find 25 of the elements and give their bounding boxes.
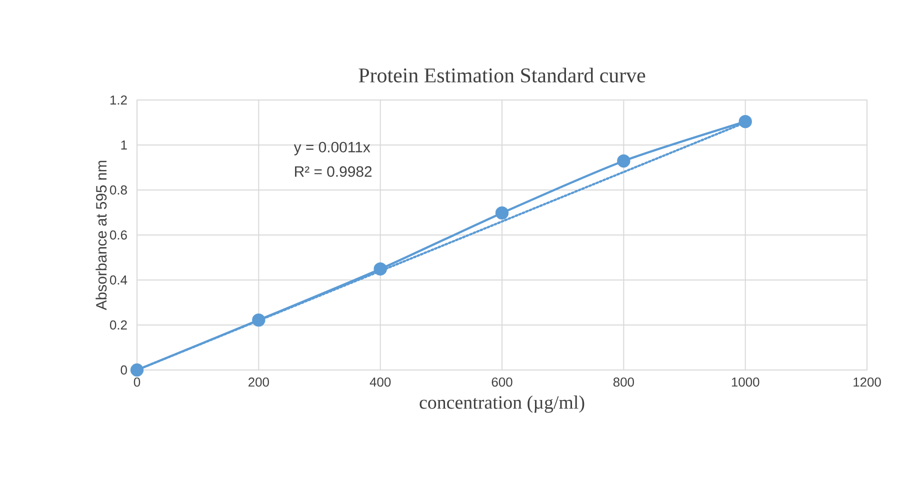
y-tick-label: 0.4 xyxy=(110,275,128,285)
x-tick-label: 1200 xyxy=(854,378,881,387)
point xyxy=(738,115,752,128)
y-axis-title: Absorbance at 595 nm xyxy=(96,160,107,310)
y-tick-label: 0.6 xyxy=(110,230,127,240)
point xyxy=(374,262,387,276)
y-tick-label: 0.8 xyxy=(110,185,127,195)
annotation: y = 0.0011x xyxy=(294,142,370,156)
x-tick-label: 800 xyxy=(613,378,634,387)
annotation: R² = 0.9982 xyxy=(295,166,372,177)
x-tick-label: 0 xyxy=(134,378,140,387)
chart-title: Protein Estimation Standard curve xyxy=(358,68,646,82)
x-axis-title: concentration (µg/ml) xyxy=(420,396,584,413)
y-tick-label: 0 xyxy=(120,365,127,375)
x-tick-label: 600 xyxy=(492,378,512,387)
point xyxy=(130,363,144,377)
y-tick-label: 0.2 xyxy=(110,320,127,330)
point xyxy=(617,154,630,168)
y-tick-label: 1.2 xyxy=(110,95,127,105)
point xyxy=(495,206,509,220)
x-tick-label: 200 xyxy=(248,378,269,387)
y-tick-label: 1 xyxy=(121,140,127,150)
x-tick-label: 400 xyxy=(370,378,391,387)
x-tick-label: 1000 xyxy=(732,378,760,387)
point xyxy=(252,313,266,327)
